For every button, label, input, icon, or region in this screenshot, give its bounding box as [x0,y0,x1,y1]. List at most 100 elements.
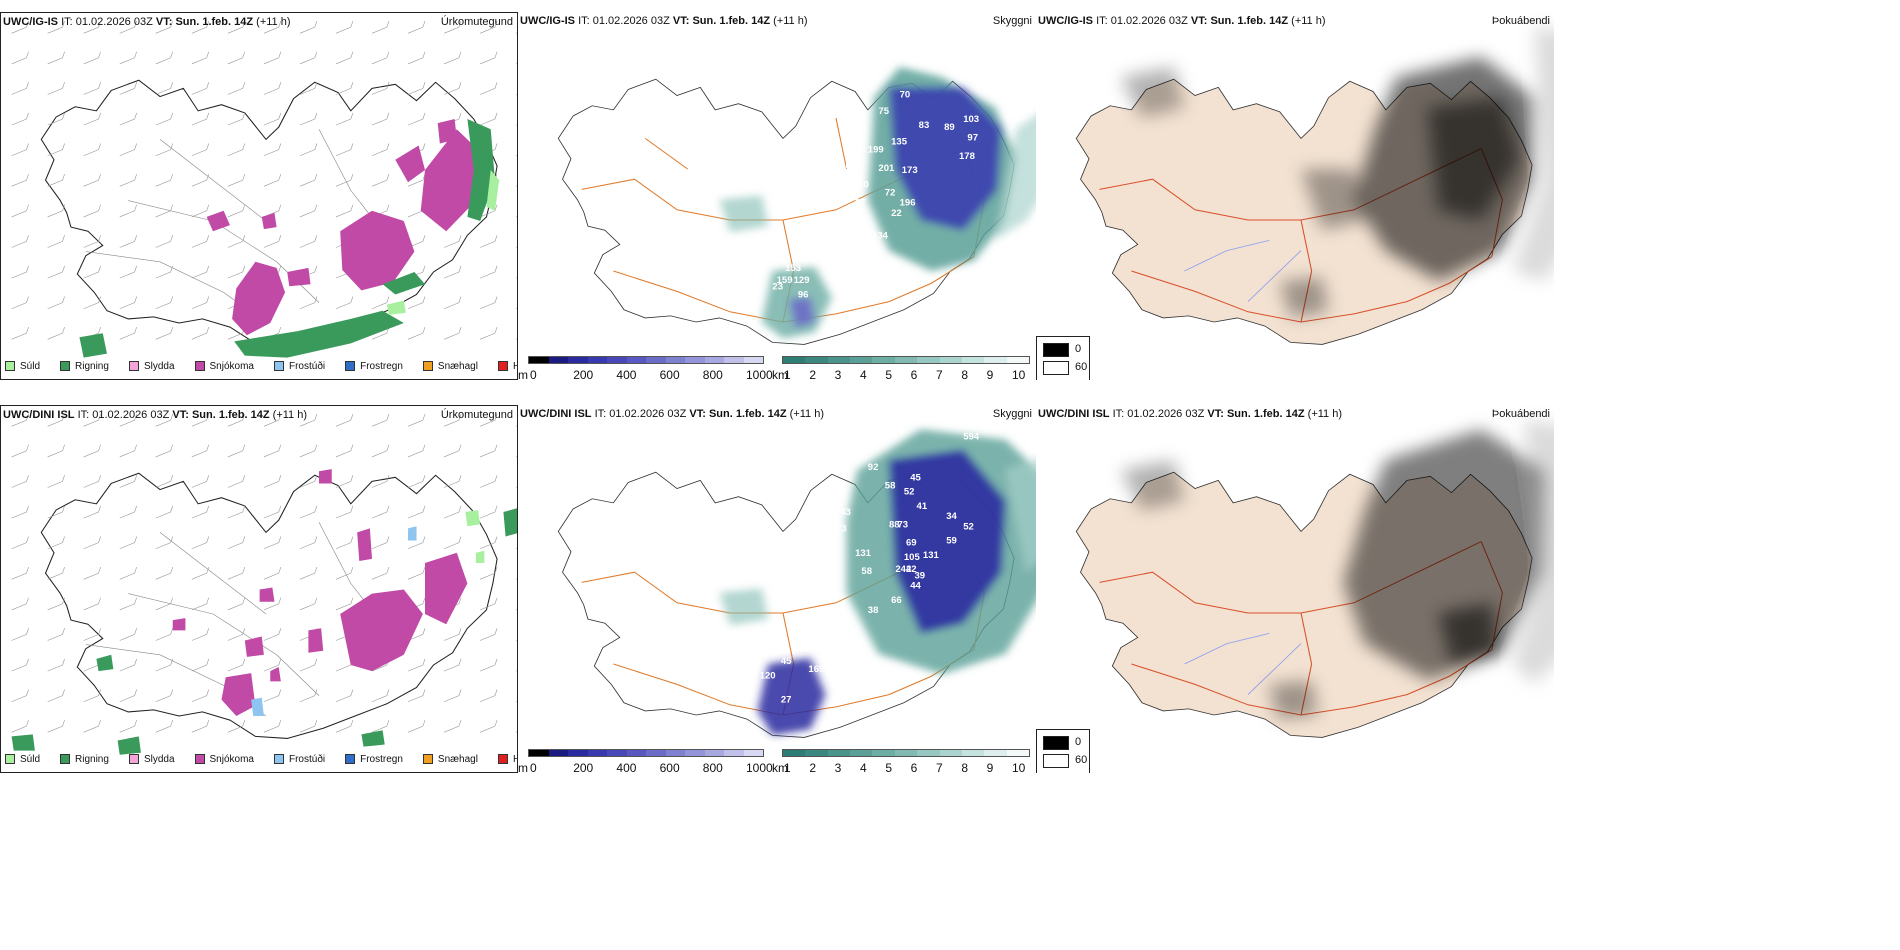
legend-label: Haglél [513,754,517,765]
legend-item: Snæhagl [422,754,478,765]
wind-barb [11,20,29,34]
wind-barb [11,82,29,95]
legend-item: Snjókoma [194,361,254,372]
wind-barb [191,597,210,611]
wind-barb [47,20,65,34]
wind-barb [83,719,101,733]
visibility-value: 201 [878,163,894,173]
legend-item: Rigning [60,754,109,765]
wind-barb [479,265,498,279]
panel-header: UWC/DINI ISL IT: 01.02.2026 03Z VT: Sun.… [1038,408,1342,420]
wind-barb [263,235,282,248]
colorbar-tick-label: 1 [784,761,791,773]
wind-barb [479,296,498,310]
colorbar-bin [939,357,962,363]
wind-barb [191,628,210,641]
wind-barb [299,719,318,733]
visibility-value: 45 [910,473,921,483]
wind-barb [299,112,318,126]
visibility-value: 66 [891,595,902,605]
wind-barb [443,689,462,703]
visibility-value: 69 [906,538,917,548]
wind-barb [443,326,462,340]
wind-barb [119,628,137,641]
wind-barb [155,505,174,519]
colorbar-tick-label: 400 [616,368,637,380]
colorbar-strip [782,749,1030,757]
wind-barb [371,112,390,126]
fog-legend-label: 0 [1075,343,1082,355]
colorbar-tick-label: 6 [910,368,918,380]
wind-barb [335,413,354,427]
legend-swatch [422,754,433,764]
wind-barb [83,444,101,458]
wind-barb [371,475,390,488]
legend-swatch [345,361,356,371]
visibility-value: 73 [897,519,908,529]
wind-barb [155,143,174,157]
colorbar-tick-label: 3 [834,368,842,380]
colorbar-tick-label: 400 [616,761,637,773]
legend-label: Snjókoma [209,753,254,765]
wind-barb [11,444,29,458]
wind-barb [119,658,137,672]
wind-barb [119,413,137,427]
wind-barb [227,204,246,218]
visibility-value: 129 [794,275,810,285]
visibility-value: 83 [919,120,930,130]
wind-barb [263,143,282,157]
wind-barb [11,235,29,248]
fog-legend-swatch [1043,361,1069,375]
wind-barb [227,112,246,126]
legend-item: Haglél [497,361,517,372]
legend-swatch [497,754,508,764]
colorbar-bin [665,357,685,363]
wind-barb [191,82,210,95]
visibility-value: 236 [836,247,852,257]
wind-barb [155,597,174,611]
wind-barb [119,143,137,157]
fog-index-map [1075,26,1554,345]
wind-barb [227,475,246,488]
wind-barb [11,143,29,157]
visibility-value: 101 [840,161,856,171]
legend-label: Snæhagl [437,360,478,372]
legend-item: Slydda [128,754,175,765]
wind-barb [263,444,282,458]
visibility-value: 27 [781,695,792,705]
wind-barb [407,536,426,550]
fog-legend-swatch [1043,343,1069,357]
colorbar-bin [805,750,828,756]
wind-barb [155,628,174,641]
colorbar-bin [607,357,627,363]
wind-barb [155,204,174,218]
colorbar-strip [782,356,1030,364]
wind-barb [227,628,246,641]
rivers [1184,633,1302,695]
wind-barb [443,475,462,488]
visibility-value: 58 [885,481,896,491]
panel-header: UWC/IG-IS IT: 01.02.2026 03Z VT: Sun. 1.… [3,16,291,28]
wind-barb [443,505,462,519]
wind-barb [83,536,101,550]
wind-barb [83,413,101,427]
wind-barb [47,173,65,187]
wind-barb [479,536,498,550]
wind-barb [407,719,426,733]
wind-barb [479,444,498,458]
wind-barb [407,296,426,310]
wind-barb [479,628,498,641]
wind-barb [335,689,354,703]
wind-barb [191,51,210,65]
visibility-value: 178 [959,151,975,161]
colorbar-bin [626,750,646,756]
wind-barb [263,20,282,34]
wind-barb [227,444,246,458]
colorbar-bin [743,357,763,363]
colorbar-bin [665,750,685,756]
rain-areas [11,508,517,755]
wind-barb [155,536,174,550]
wind-barb [191,689,210,703]
visibility-colorbar: km 1 2 3 4 5 6 7 8 9 10 [772,356,1034,380]
wind-barb [47,265,65,279]
